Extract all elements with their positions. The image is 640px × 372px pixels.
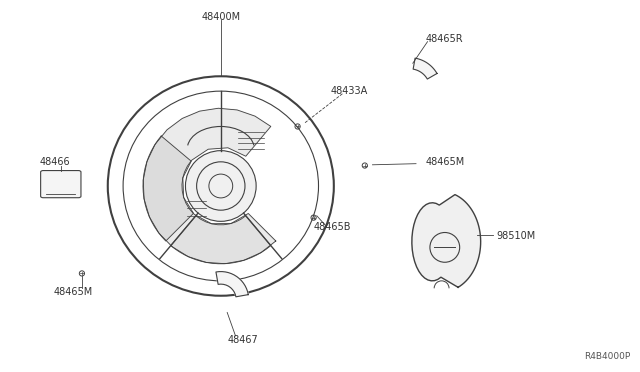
Text: 48467: 48467 — [228, 336, 259, 345]
Ellipse shape — [186, 151, 256, 221]
Polygon shape — [171, 216, 271, 264]
Polygon shape — [143, 136, 193, 241]
Polygon shape — [413, 58, 437, 79]
Polygon shape — [143, 108, 276, 264]
FancyBboxPatch shape — [41, 170, 81, 198]
Text: 48465M: 48465M — [426, 157, 465, 167]
Text: 48466: 48466 — [39, 157, 70, 167]
Polygon shape — [216, 272, 248, 297]
Text: 98510M: 98510M — [496, 231, 535, 241]
Text: 48465B: 48465B — [314, 222, 351, 232]
Text: 48465R: 48465R — [426, 34, 463, 44]
Polygon shape — [412, 195, 481, 287]
Text: 48400M: 48400M — [201, 12, 241, 22]
Text: 48465M: 48465M — [54, 287, 93, 297]
Text: R4B4000P: R4B4000P — [584, 352, 630, 361]
Text: 48433A: 48433A — [330, 86, 367, 96]
